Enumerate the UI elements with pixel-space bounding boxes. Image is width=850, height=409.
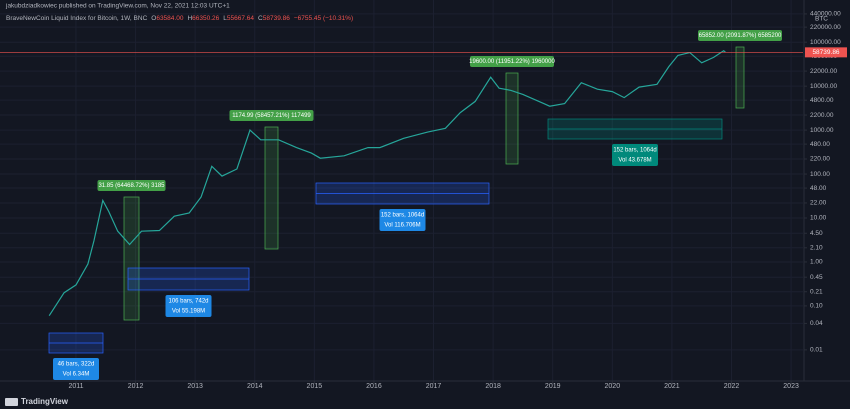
ohlc-key: L [223,15,227,22]
date-range-bars: 106 bars, 742d [168,299,208,305]
ohlc-value: 63584.00 [156,15,183,22]
y-tick-label: 100.00 [810,171,830,178]
symbol-legend: BraveNewCoin Liquid Index for Bitcoin, 1… [6,15,353,22]
unit-label: BTC [815,16,828,23]
y-tick-label: 22.00 [810,200,827,207]
date-range-volume: Vol 55.198M [172,309,205,315]
price-range-label-box [698,30,782,41]
date-range-volume: Vol 6.34M [63,372,90,378]
x-tick-label: 2021 [664,383,680,390]
x-tick-label: 2023 [783,383,799,390]
symbol: BraveNewCoin Liquid Index for Bitcoin, 1… [6,15,148,22]
y-tick-label: 1000.00 [810,127,834,134]
date-range-volume: Vol 116.706M [384,223,420,229]
last-price-label: 58739.86 [812,49,839,56]
ohlc-value: 55667.64 [227,15,254,22]
y-tick-label: 10000.00 [810,83,837,90]
y-tick-label: 100000.00 [810,39,841,46]
y-tick-label: 4800.00 [810,97,834,104]
y-tick-label: 2200.00 [810,112,834,119]
x-tick-label: 2020 [605,383,621,390]
price-range [505,72,519,165]
y-tick-label: 0.01 [810,347,823,354]
change: −6755.45 (−10.31%) [294,15,353,22]
price-range-label-box [229,110,314,121]
x-tick-label: 2019 [545,383,561,390]
y-tick-label: 2.10 [810,245,823,252]
price-range-label: 19600.00 (11951.22%) 1960000 [469,59,555,65]
date-range-bars: 152 bars, 1064d [613,148,656,154]
brand-logo [5,398,18,406]
price-range [123,196,140,321]
y-tick-label: 480.00 [810,141,830,148]
y-tick-label: 1.00 [810,259,823,266]
x-tick-label: 2011 [68,383,83,390]
x-tick-label: 2012 [128,383,144,390]
y-tick-label: 0.21 [810,288,823,295]
x-tick-label: 2013 [187,383,203,390]
y-tick-label: 440000.00 [810,11,841,18]
price-range [264,126,279,250]
y-tick-label: 22000.00 [810,68,837,75]
x-tick-label: 2022 [724,383,740,390]
x-tick-label: 2018 [485,383,501,390]
ohlc-key: O [151,15,156,22]
price-range-label-box [470,56,554,67]
y-tick-label: 220000.00 [810,24,841,31]
date-range-volume: Vol 43.678M [618,158,651,164]
x-tick-label: 2016 [366,383,382,390]
publisher: jakubdziadkowiec published on TradingVie… [5,3,230,10]
y-tick-label: 10.00 [810,215,827,222]
price-range-label: 1174.99 (58457.21%) 117499 [232,113,311,119]
ohlc-value: 58739.86 [263,15,290,22]
y-tick-label: 0.10 [810,303,823,310]
x-tick-label: 2015 [307,383,323,390]
price-range-label-box [97,180,166,191]
ohlc-key: H [187,15,192,22]
x-tick-label: 2017 [426,383,442,390]
date-range-label-box [53,358,99,380]
y-tick-label: 48.00 [810,185,827,192]
y-tick-label: 0.04 [810,320,823,327]
x-tick-label: 2014 [247,383,263,390]
date-range-bars: 152 bars, 1064d [381,213,424,219]
date-range-bars: 46 bars, 322d [58,362,95,368]
date-range-label-box [165,295,212,317]
price-range-label: 65852.00 (2091.87%) 6585200 [699,33,782,39]
price-range [735,46,745,109]
y-tick-label: 4.50 [810,230,823,237]
grid [0,0,803,381]
ohlc-value: 66350.26 [192,15,219,22]
last-price-box [805,47,847,58]
price-range-label: 31.85 (64468.72%) 3185 [98,183,165,189]
date-range-label-box [612,144,658,166]
ohlc-key: C [258,15,263,22]
y-tick-label: 0.45 [810,274,823,281]
date-range-label-box [379,209,426,231]
brand: TradingView [21,397,69,406]
footer-bar [0,394,850,409]
price-line [48,49,726,317]
y-tick-label: 220.00 [810,156,830,163]
